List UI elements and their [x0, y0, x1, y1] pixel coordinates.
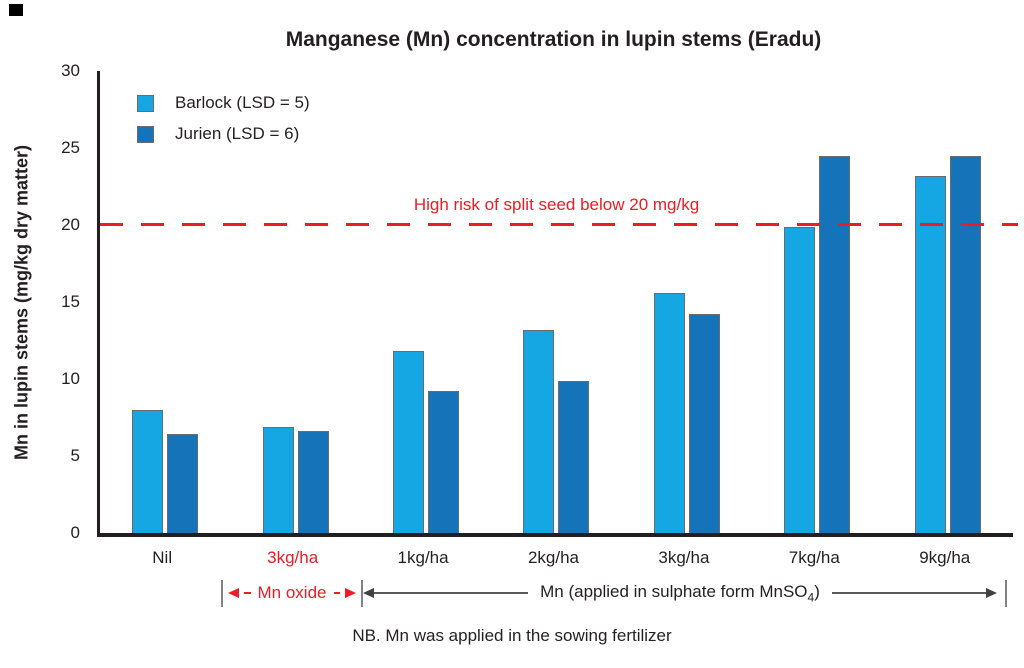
page-corner-mark: [9, 4, 23, 16]
barlock-bar-7: [914, 175, 946, 533]
barlock-bar-3: [393, 351, 425, 533]
threshold-dashed-line: [100, 223, 1018, 226]
bar-group-nil: [100, 71, 230, 533]
mn-oxide-label: Mn oxide: [257, 583, 327, 602]
y-tick-30: 30: [61, 61, 80, 80]
x-label-1: Nil: [152, 548, 173, 567]
y-tick-15: 15: [61, 292, 80, 311]
mn-oxide-annotation: Mn oxide: [221, 579, 364, 607]
barlock-bar-1: [132, 409, 164, 533]
x-label-6: 7kg/ha: [788, 548, 840, 567]
jurien-bar-6: [819, 155, 851, 533]
range-divider-bar: [221, 579, 223, 607]
arrow-right-icon: [345, 588, 357, 598]
bar-group-2kg-ha: [491, 71, 621, 533]
y-tick-20: 20: [61, 215, 80, 234]
bar-group-7kg-ha: [752, 71, 882, 533]
jurien-bar-1: [167, 434, 199, 533]
x-label-5: 3kg/ha: [658, 548, 710, 567]
legend: Barlock (LSD = 5) Jurien (LSD = 6): [137, 93, 310, 144]
arrow-tail: [244, 592, 251, 594]
y-axis-tick-labels: 0 5 10 15 20 25 30: [38, 61, 88, 542]
jurien-swatch-icon: [137, 125, 154, 143]
plot-area: High risk of split seed below 20 mg/kg B…: [97, 71, 1018, 537]
threshold-label: High risk of split seed below 20 mg/kg: [413, 195, 700, 214]
arrow-left-icon: [363, 588, 374, 598]
sulphate-right-arrow: [831, 588, 998, 598]
jurien-bar-3: [428, 391, 460, 533]
legend-label-barlock: Barlock (LSD = 5): [175, 93, 310, 112]
jurien-bar-7: [949, 155, 981, 533]
barlock-bar-5: [653, 292, 685, 533]
x-label-2: 3kg/ha: [267, 548, 319, 567]
arrow-left-icon: [228, 588, 239, 598]
jurien-bar-5: [688, 314, 720, 533]
y-axis-title: Mn in lupin stems (mg/kg dry matter): [11, 144, 32, 460]
mn-sulphate-annotation: Mn (applied in sulphate form MnSO4): [363, 579, 1008, 607]
footnote: NB. Mn was applied in the sowing fertili…: [352, 626, 672, 645]
legend-item-jurien: Jurien (LSD = 6): [137, 124, 310, 144]
mn-sulphate-label: Mn (applied in sulphate form MnSO4): [540, 581, 820, 605]
range-divider-bar: [1005, 579, 1008, 607]
arrow-line: [374, 592, 529, 594]
arrow-right-icon: [986, 588, 998, 598]
bar-group-1kg-ha: [361, 71, 491, 533]
bar-group-9kg-ha: [883, 71, 1013, 533]
y-tick-25: 25: [61, 138, 80, 157]
barlock-bar-4: [523, 329, 555, 533]
x-axis-labels: Nil 3kg/ha 1kg/ha 2kg/ha 3kg/ha 7kg/ha 9kg/ha: [97, 548, 1010, 568]
x-label-3: 1kg/ha: [397, 548, 449, 567]
y-tick-5: 5: [70, 446, 80, 465]
arrow-line: [831, 592, 987, 594]
legend-label-jurien: Jurien (LSD = 6): [175, 124, 300, 143]
x-label-4: 2kg/ha: [527, 548, 579, 567]
y-tick-0: 0: [70, 523, 80, 542]
bar-groups: [100, 71, 1013, 533]
barlock-bar-2: [262, 426, 294, 533]
bar-group-3kg-ha: [230, 71, 360, 533]
chart-title: Manganese (Mn) concentration in lupin st…: [285, 28, 822, 51]
range-divider-bar: [361, 579, 364, 607]
jurien-bar-4: [558, 380, 590, 533]
barlock-swatch-icon: [137, 94, 154, 112]
y-tick-10: 10: [61, 369, 80, 388]
sulphate-left-arrow: [363, 588, 529, 598]
barlock-bar-6: [784, 226, 816, 533]
jurien-bar-2: [297, 431, 329, 533]
x-label-7: 9kg/ha: [919, 548, 971, 567]
legend-item-barlock: Barlock (LSD = 5): [137, 93, 310, 113]
arrow-tail: [333, 592, 341, 594]
bar-group-3kg-ha: [622, 71, 752, 533]
